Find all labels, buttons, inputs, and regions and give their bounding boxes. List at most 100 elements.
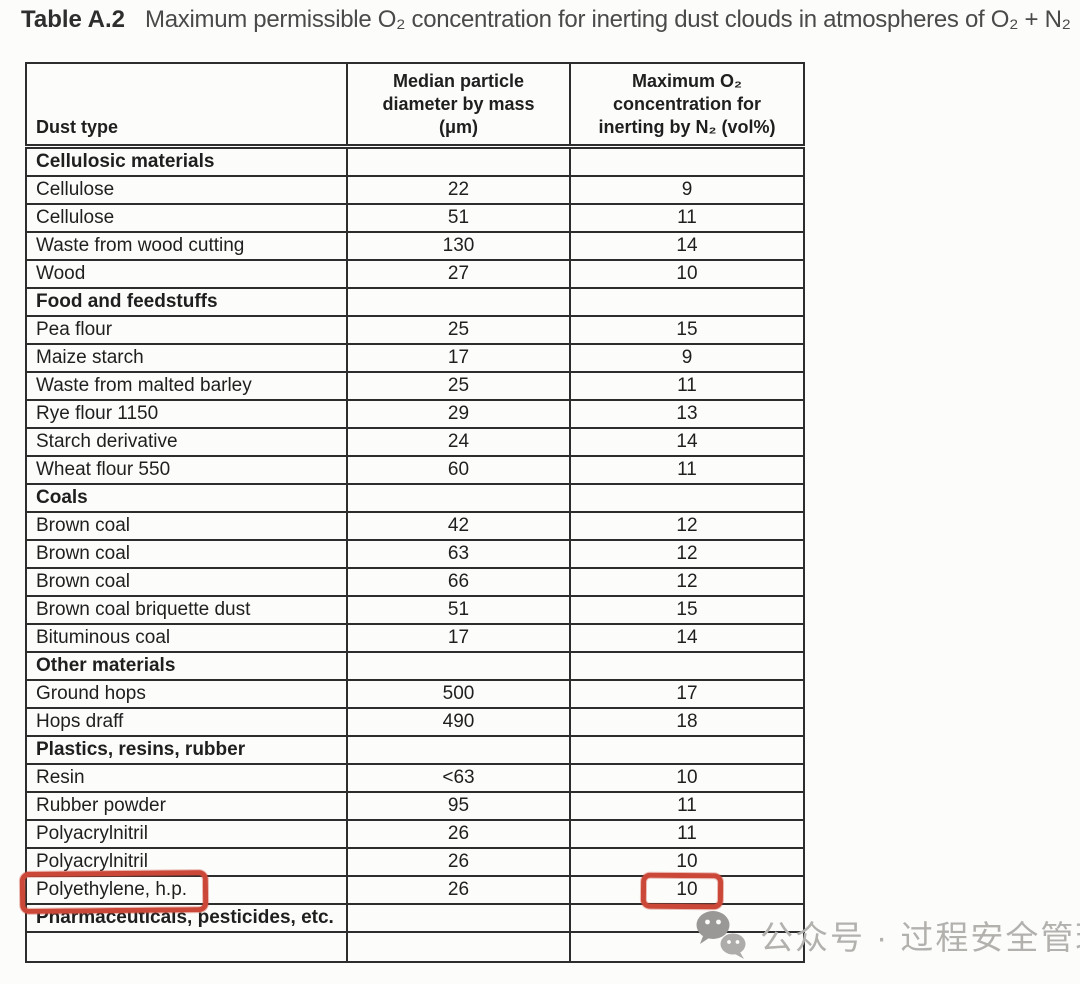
- o2-value-cell: 9: [569, 343, 805, 373]
- diameter-cell: 25: [346, 371, 571, 401]
- section-label-cell: Food and feedstuffs: [25, 287, 348, 317]
- table-row: Brown coal 63 12: [25, 539, 805, 569]
- dust-type-cell: Waste from wood cutting: [25, 231, 348, 261]
- o2-value-cell: [569, 287, 805, 317]
- empty-cell: [569, 931, 805, 963]
- diameter-cell: 130: [346, 231, 571, 261]
- section-label-cell: Cellulosic materials: [25, 145, 348, 177]
- dust-type-cell: Cellulose: [25, 175, 348, 205]
- diameter-cell: 51: [346, 203, 571, 233]
- dust-type-cell: Brown coal briquette dust: [25, 595, 348, 625]
- table-row: Rubber powder 95 11: [25, 791, 805, 821]
- diameter-cell: 66: [346, 567, 571, 597]
- o2-value-cell: 14: [569, 231, 805, 261]
- table-caption: Table A.2 Maximum permissible O₂ concentr…: [21, 6, 1076, 34]
- o2-value-cell: 12: [569, 567, 805, 597]
- table-row: Brown coal 66 12: [25, 567, 805, 597]
- wechat-logo-icon: [696, 911, 746, 959]
- dust-type-cell: Wheat flour 550: [25, 455, 348, 485]
- table-row: Cellulose 51 11: [25, 203, 805, 233]
- section-row: Pharmaceuticals, pesticides, etc.: [25, 903, 805, 933]
- diameter-cell: 490: [346, 707, 571, 737]
- dust-type-cell: Rye flour 1150: [25, 399, 348, 429]
- o2-value-cell: [569, 651, 805, 681]
- table-row: Ground hops 500 17: [25, 679, 805, 709]
- o2-value-cell: 10: [569, 847, 805, 877]
- table-row: Waste from wood cutting 130 14: [25, 231, 805, 261]
- o2-value-cell: 11: [569, 791, 805, 821]
- dust-type-cell: Starch derivative: [25, 427, 348, 457]
- diameter-cell: 51: [346, 595, 571, 625]
- o2-value-cell: [569, 483, 805, 513]
- o2-value-cell: 11: [569, 371, 805, 401]
- watermark-text: 公众号 · 过程安全管理: [760, 919, 1080, 956]
- section-label-cell: Other materials: [25, 651, 348, 681]
- o2-value-cell: 9: [569, 175, 805, 205]
- col-header-diameter: Median particle diameter by mass (μm): [346, 62, 571, 149]
- col-header-o2-concentration: Maximum O₂ concentration for inerting by…: [569, 62, 805, 149]
- table-row: Bituminous coal 17 14: [25, 623, 805, 653]
- dust-table: Dust type Median particle diameter by ma…: [19, 62, 805, 963]
- diameter-cell: 95: [346, 791, 571, 821]
- table-row: Maize starch 17 9: [25, 343, 805, 373]
- o2-value-cell: 10: [569, 763, 805, 793]
- diameter-cell: 26: [346, 875, 571, 905]
- table-row: Polyacrylnitril 26 10: [25, 847, 805, 877]
- diameter-cell: 500: [346, 679, 571, 709]
- diameter-cell: 25: [346, 315, 571, 345]
- table-row: Brown coal briquette dust 51 15: [25, 595, 805, 625]
- o2-value-cell: [569, 903, 805, 933]
- table-row: Polyethylene, h.p. 26 10: [19, 870, 805, 914]
- table-row: Brown coal 42 12: [25, 511, 805, 541]
- section-row: Cellulosic materials: [25, 145, 805, 177]
- o2-value-cell: 11: [569, 455, 805, 485]
- dust-type-cell: Resin: [25, 763, 348, 793]
- diameter-cell: 24: [346, 427, 571, 457]
- empty-cell: [25, 931, 348, 963]
- dust-type-cell: Wood: [25, 259, 348, 289]
- table-row: Pea flour 25 15: [25, 315, 805, 345]
- dust-type-cell: Brown coal: [25, 511, 348, 541]
- dust-type-cell: Hops draff: [25, 707, 348, 737]
- o2-value-cell: [569, 735, 805, 765]
- diameter-cell: [346, 735, 571, 765]
- dust-type-cell: Cellulose: [25, 203, 348, 233]
- header-row: Dust type Median particle diameter by ma…: [25, 62, 805, 149]
- empty-cell: [346, 931, 571, 963]
- dust-table-body: Cellulosic materials Cellulose 22 9 Cellulos…: [19, 145, 805, 963]
- dust-type-cell: Polyethylene, h.p.: [19, 870, 348, 914]
- table-row: Hops draff 490 18: [25, 707, 805, 737]
- table-row: Resin <63 10: [25, 763, 805, 793]
- diameter-cell: 22: [346, 175, 571, 205]
- table-row: Starch derivative 24 14: [25, 427, 805, 457]
- col-header-dust-type: Dust type: [25, 62, 348, 149]
- diameter-cell: 26: [346, 819, 571, 849]
- table-row: Rye flour 1150 29 13: [25, 399, 805, 429]
- diameter-cell: [346, 651, 571, 681]
- dust-type-cell: Brown coal: [25, 539, 348, 569]
- section-label-cell: Plastics, resins, rubber: [25, 735, 348, 765]
- table-title-text: Maximum permissible O₂ concentration for…: [145, 6, 1071, 33]
- o2-value-cell: 11: [569, 203, 805, 233]
- o2-value-cell: 10: [569, 872, 805, 910]
- o2-value-cell: [569, 145, 805, 177]
- partial-row: [25, 931, 805, 963]
- o2-value-cell: 12: [569, 539, 805, 569]
- diameter-cell: [346, 903, 571, 933]
- section-row: Food and feedstuffs: [25, 287, 805, 317]
- diameter-cell: 27: [346, 259, 571, 289]
- dust-type-cell: Waste from malted barley: [25, 371, 348, 401]
- diameter-cell: 42: [346, 511, 571, 541]
- diameter-cell: [346, 483, 571, 513]
- annotation-box-polyethylene-o2-value: [640, 872, 724, 910]
- dust-type-cell: Maize starch: [25, 343, 348, 373]
- dust-type-cell: Brown coal: [25, 567, 348, 597]
- table-row: Cellulose 22 9: [25, 175, 805, 205]
- section-label-cell: Pharmaceuticals, pesticides, etc.: [25, 903, 348, 933]
- section-label-cell: Coals: [25, 483, 348, 513]
- section-row: Coals: [25, 483, 805, 513]
- o2-value-cell: 17: [569, 679, 805, 709]
- diameter-cell: [346, 287, 571, 317]
- dust-type-cell: Polyacrylnitril: [25, 819, 348, 849]
